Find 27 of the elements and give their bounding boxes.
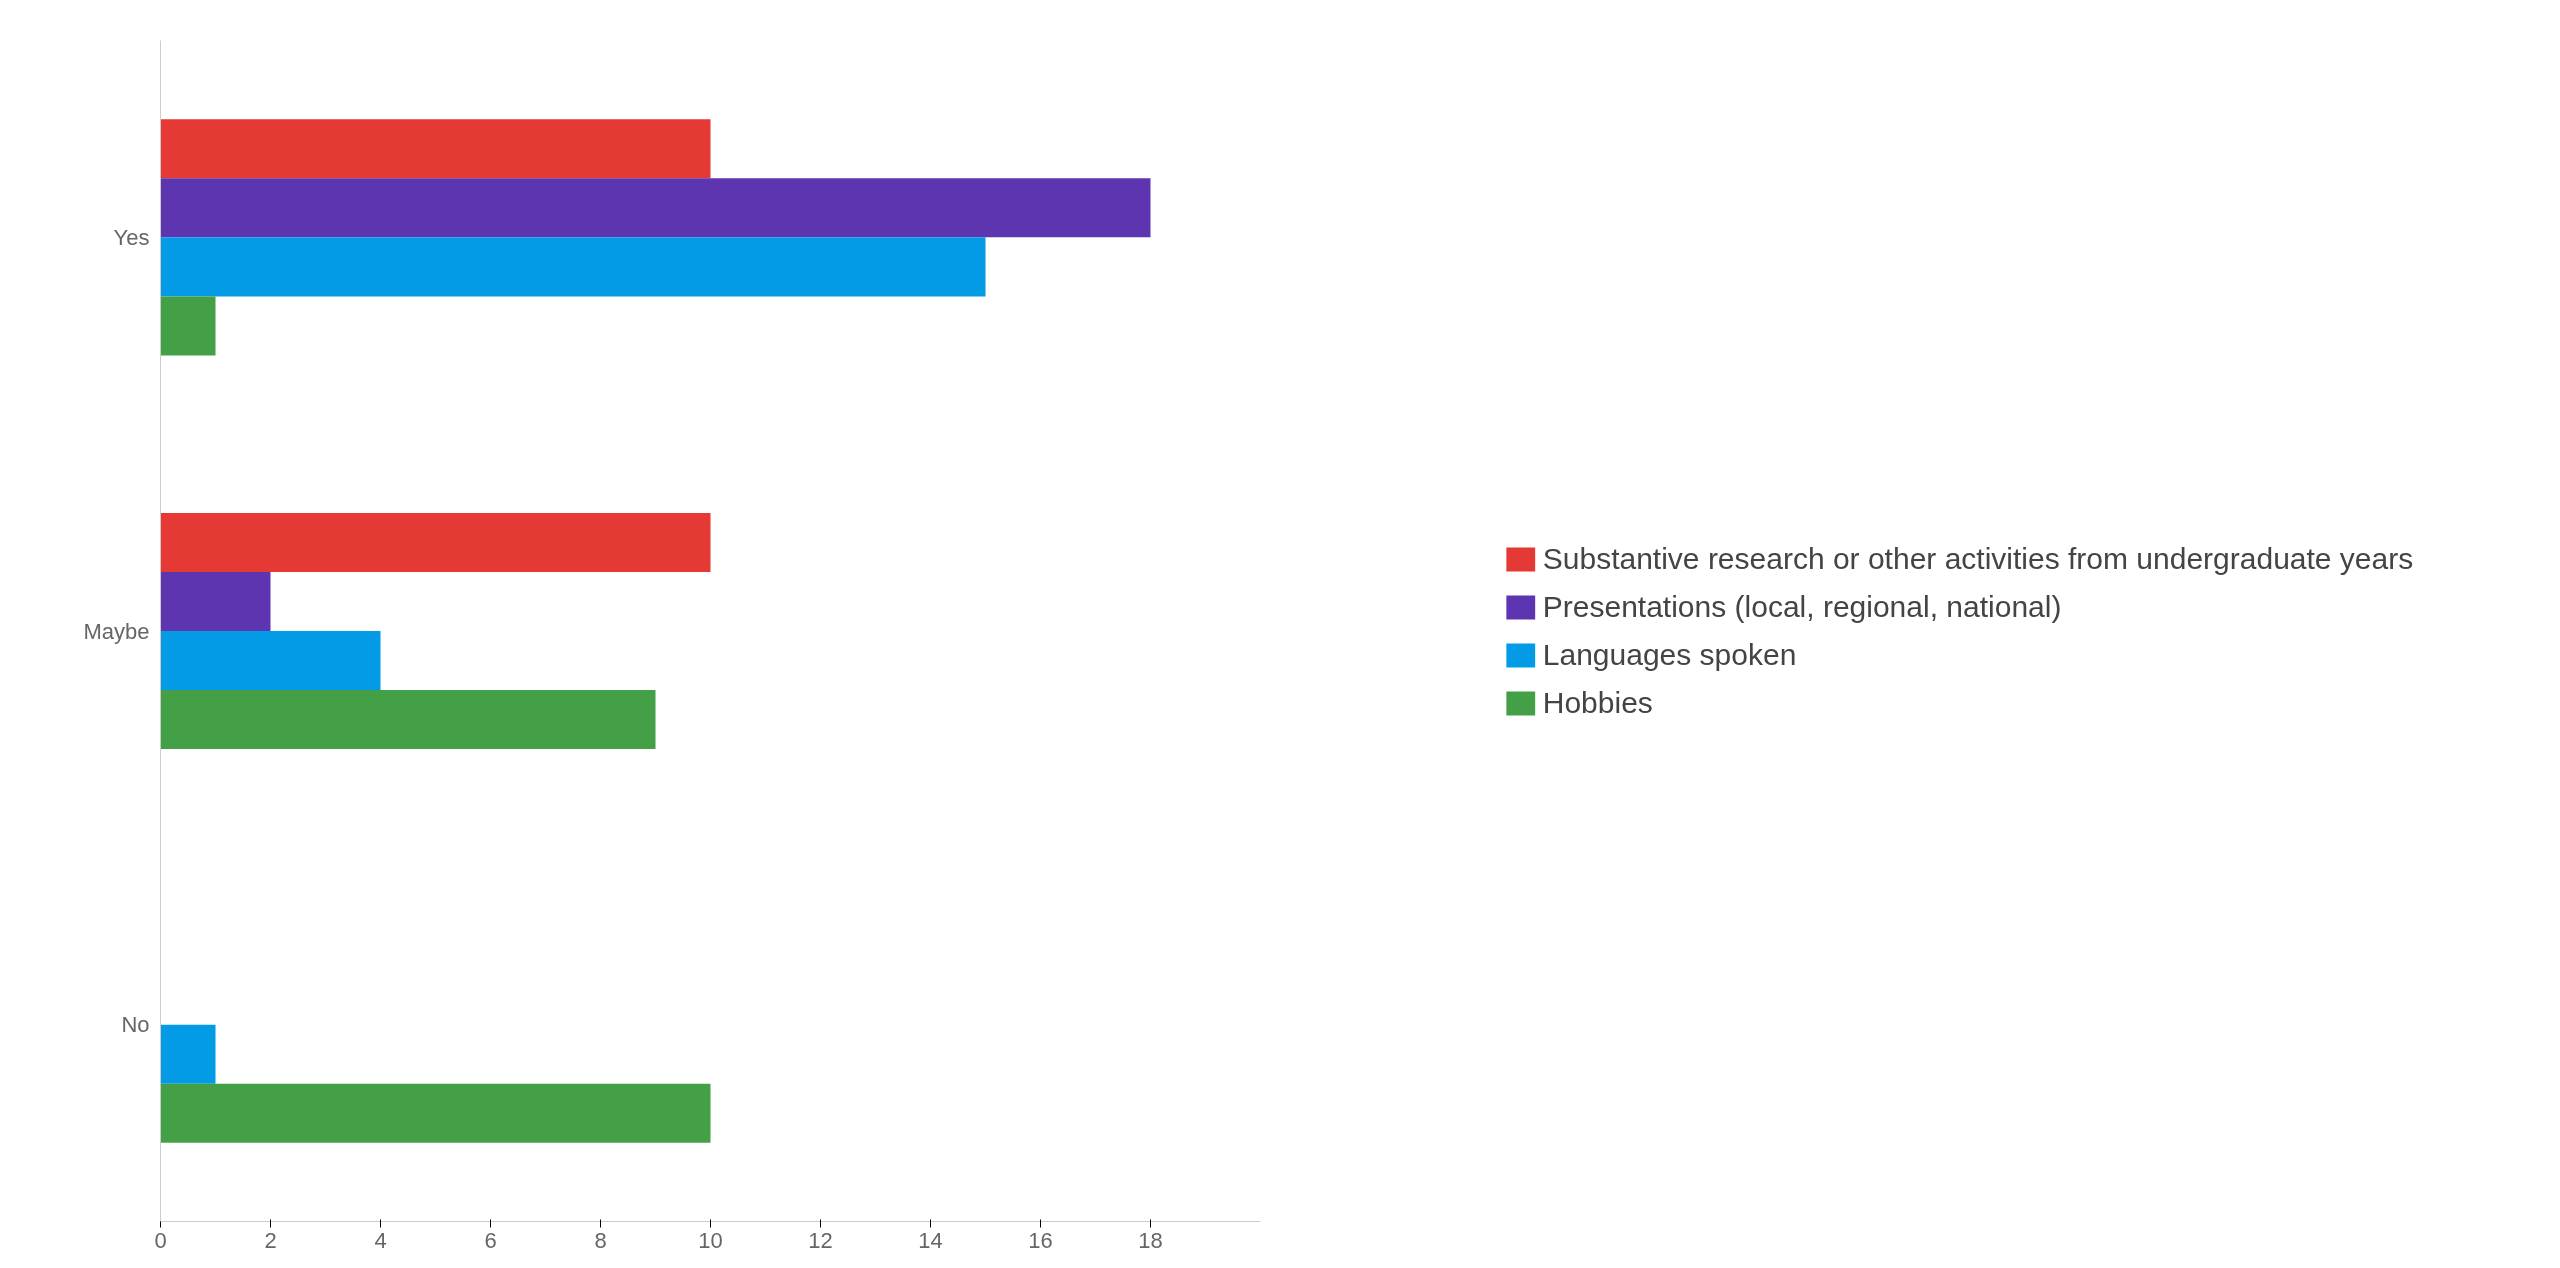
- bar: [160, 178, 1151, 238]
- x-tick-label: 2: [264, 1227, 277, 1253]
- bar: [160, 571, 271, 631]
- bar: [160, 690, 656, 750]
- bar: [160, 237, 986, 297]
- legend-label: Substantive research or other activities from undergraduate years: [1542, 541, 2414, 576]
- legend-label: Hobbies: [1542, 685, 1653, 720]
- y-tick-label: No: [121, 1012, 150, 1038]
- y-tick-label: Maybe: [83, 618, 150, 644]
- bar: [160, 1024, 216, 1084]
- x-tick-label: 6: [484, 1227, 497, 1253]
- bar: [160, 296, 216, 356]
- x-tick-label: 8: [594, 1227, 607, 1253]
- bar: [160, 119, 711, 179]
- legend-label: Presentations (local, regional, national): [1542, 589, 2062, 624]
- y-tick-label: Yes: [113, 224, 150, 250]
- x-tick-label: 4: [374, 1227, 387, 1253]
- bar: [160, 1083, 711, 1143]
- legend-label: Languages spoken: [1542, 637, 1797, 672]
- x-tick-label: 16: [1028, 1227, 1053, 1253]
- x-tick-label: 14: [918, 1227, 943, 1253]
- x-tick-label: 10: [698, 1227, 723, 1253]
- x-tick-label: 12: [808, 1227, 833, 1253]
- x-tick-label: 0: [154, 1227, 167, 1253]
- bar: [160, 512, 711, 572]
- bar: [160, 631, 381, 691]
- x-tick-label: 18: [1138, 1227, 1163, 1253]
